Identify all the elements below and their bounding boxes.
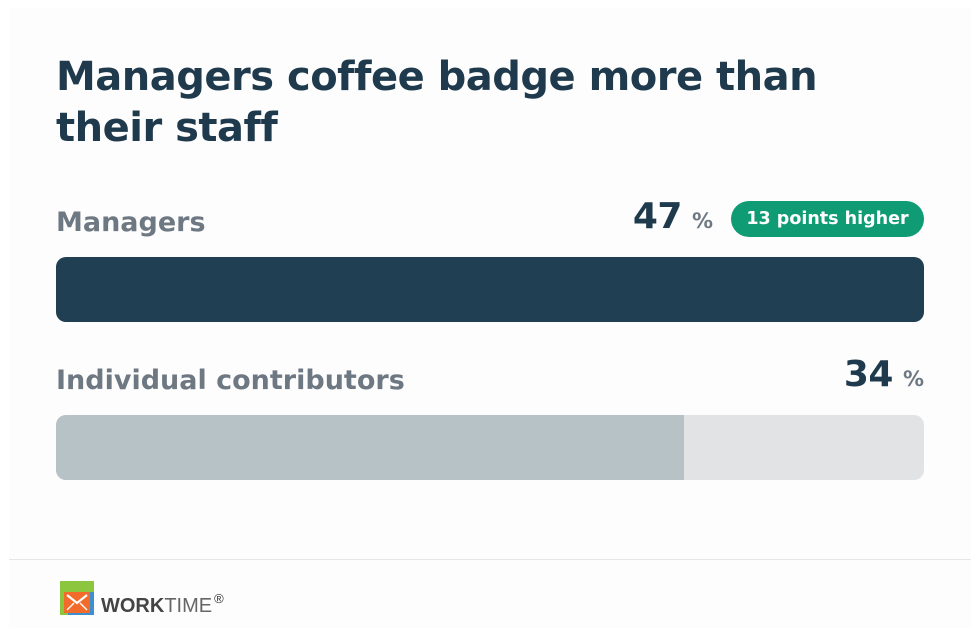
worktime-logo-icon (60, 581, 94, 615)
row-label-individual-contributors: Individual contributors (56, 365, 405, 396)
bar-track-individual-contributors (56, 415, 924, 480)
value-number: 34 (843, 354, 894, 395)
footer-divider (9, 559, 971, 560)
value-unit: % (902, 367, 924, 391)
bar-track-managers (56, 257, 924, 322)
value-managers: 47 % (633, 196, 713, 237)
difference-badge: 13 points higher (731, 201, 924, 237)
value-individual-contributors: 34 % (844, 354, 924, 395)
brand-wordmark: WORKTIME ® (101, 588, 224, 617)
chart-title: Managers coffee badge more than their st… (56, 54, 818, 151)
value-number: 47 (632, 196, 683, 237)
bar-managers (56, 257, 924, 322)
brand-bold: WORK (101, 595, 165, 617)
registered-mark: ® (214, 591, 224, 606)
value-unit: % (691, 209, 713, 233)
row-label-managers: Managers (56, 207, 206, 238)
brand-light: TIME (164, 595, 213, 617)
bar-individual-contributors (56, 415, 684, 480)
